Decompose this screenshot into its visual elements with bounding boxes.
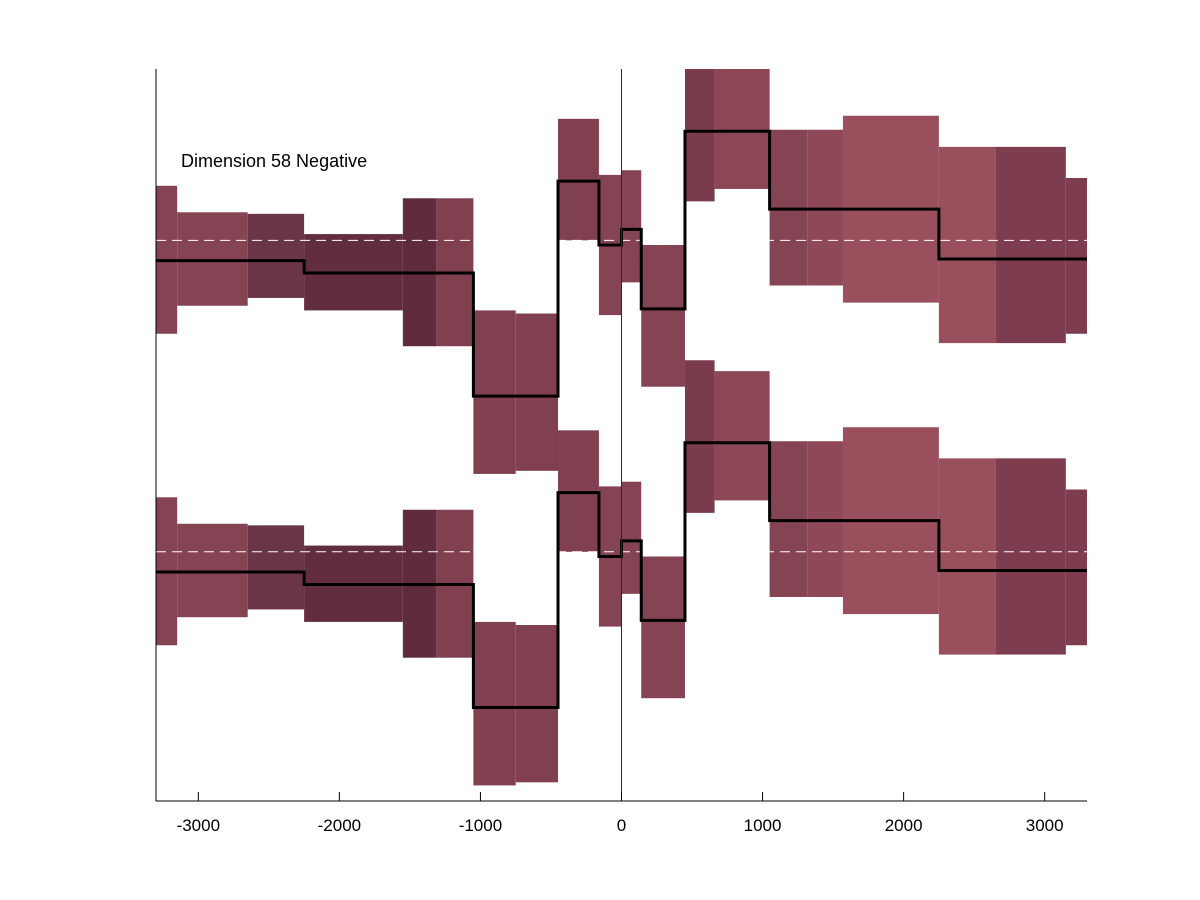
confidence-bands bbox=[156, 69, 1087, 786]
x-tick-label: -1000 bbox=[459, 816, 502, 835]
band-segment-0-6 bbox=[473, 310, 516, 474]
band-segment-1-14 bbox=[769, 441, 808, 597]
band-segment-0-17 bbox=[938, 146, 996, 344]
band-segment-1-11 bbox=[641, 556, 685, 699]
x-tick-label: 0 bbox=[617, 816, 626, 835]
band-segment-0-13 bbox=[714, 69, 770, 189]
x-tick-label: 1000 bbox=[744, 816, 782, 835]
x-tick-label: 3000 bbox=[1026, 816, 1064, 835]
band-segment-1-10 bbox=[621, 481, 642, 594]
band-segment-0-7 bbox=[515, 313, 559, 471]
band-segment-0-2 bbox=[247, 213, 305, 298]
x-ticks: -3000 -2000 -1000 0 1000 2000 3000 bbox=[177, 792, 1064, 835]
band-segment-1-1 bbox=[177, 523, 248, 618]
band-segment-1-19 bbox=[1065, 489, 1087, 646]
band-segment-0-18 bbox=[995, 146, 1066, 344]
band-segment-0-11 bbox=[641, 244, 685, 387]
band-segment-1-17 bbox=[938, 458, 996, 655]
band-segment-0-8 bbox=[558, 118, 599, 241]
band-segment-1-12 bbox=[684, 360, 715, 513]
band-segment-1-7 bbox=[515, 625, 559, 783]
band-segment-0-19 bbox=[1065, 178, 1087, 334]
band-segment-1-15 bbox=[807, 441, 843, 597]
band-segment-0-1 bbox=[177, 212, 248, 306]
band-segment-1-6 bbox=[473, 621, 516, 786]
band-segment-1-18 bbox=[995, 458, 1066, 655]
x-tick-label: 2000 bbox=[885, 816, 923, 835]
band-segment-0-14 bbox=[769, 129, 808, 286]
dimension-label: Dimension 58 Negative bbox=[181, 151, 367, 171]
band-segment-0-12 bbox=[684, 69, 715, 202]
band-segment-0-15 bbox=[807, 129, 843, 286]
band-segment-1-8 bbox=[558, 430, 599, 552]
band-segment-0-10 bbox=[621, 170, 642, 283]
x-tick-label: -3000 bbox=[177, 816, 220, 835]
band-segment-1-13 bbox=[714, 371, 770, 501]
x-tick-label: -2000 bbox=[318, 816, 361, 835]
band-segment-1-2 bbox=[247, 525, 305, 610]
